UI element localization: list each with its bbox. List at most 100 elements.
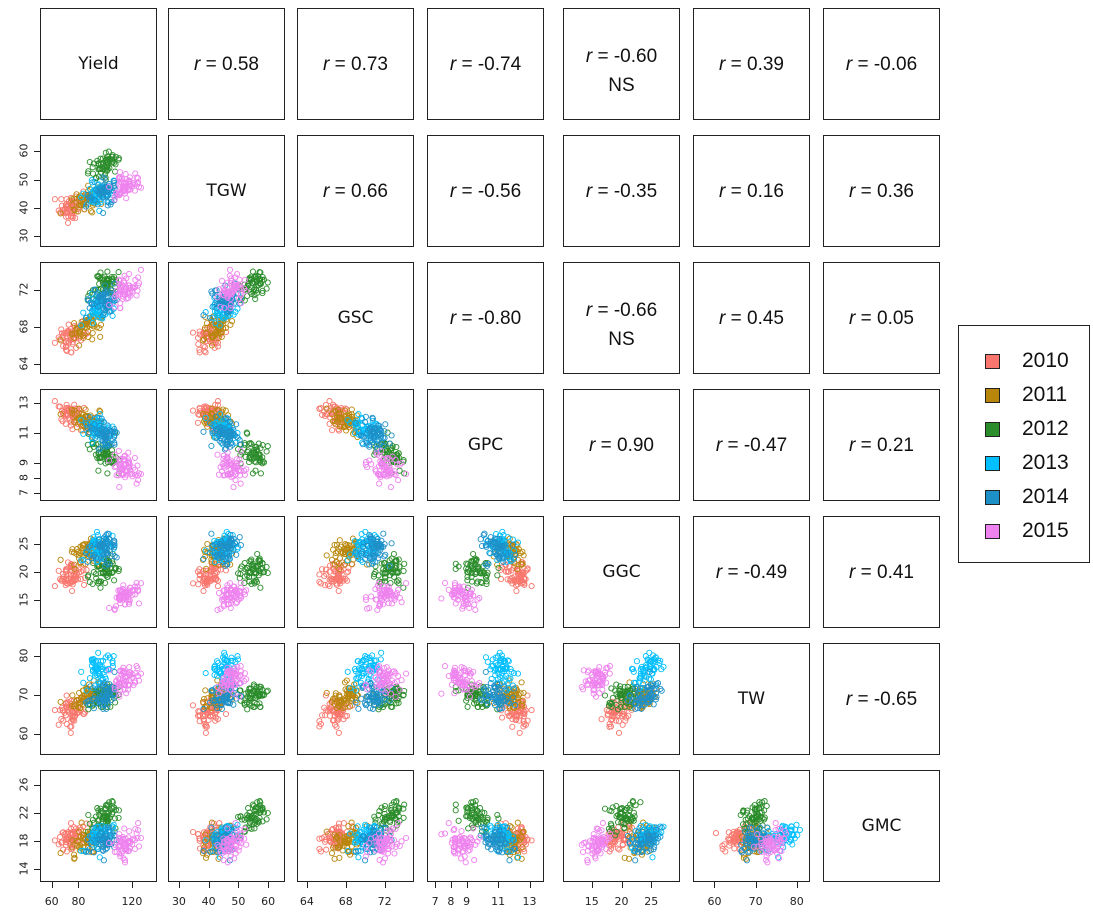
data-point-2014: [226, 541, 233, 548]
data-point-2012: [390, 550, 397, 558]
data-point-2015: [133, 579, 140, 587]
data-point-2010: [60, 574, 67, 581]
data-point-2015: [218, 277, 226, 284]
r-symbol: r: [589, 435, 596, 456]
data-point-2014: [86, 702, 93, 709]
scatter-plot: [189, 649, 271, 736]
data-point-2015: [220, 595, 227, 602]
data-point-2012: [257, 703, 264, 710]
data-point-2011: [57, 411, 64, 418]
data-point-2015: [137, 266, 145, 273]
data-point-2012: [89, 580, 96, 588]
data-point-2014: [103, 300, 110, 307]
data-point-2015: [372, 586, 379, 593]
scatter-plot: [189, 398, 271, 491]
correlation-label: r = 0.90: [564, 435, 679, 457]
data-point-2013: [377, 656, 384, 663]
data-point-2015: [117, 304, 124, 312]
correlation-label: r = -0.35: [564, 181, 679, 203]
data-point-2011: [339, 704, 346, 712]
data-point-2014: [214, 705, 221, 712]
data-point-2014: [376, 441, 383, 448]
data-point-2012: [253, 446, 260, 453]
data-point-2014: [230, 300, 237, 307]
data-point-2015: [122, 468, 130, 475]
data-point-2015: [226, 272, 233, 279]
data-point-2012: [95, 286, 102, 293]
data-point-2015: [237, 593, 245, 600]
data-point-2015: [456, 586, 463, 593]
data-point-2014: [84, 424, 91, 432]
data-point-2014: [102, 282, 109, 289]
data-point-2014: [111, 544, 118, 551]
data-point-2014: [362, 555, 369, 563]
data-point-2013: [351, 666, 358, 673]
data-point-2015: [135, 477, 142, 484]
correlation-value: = 0.58: [200, 54, 259, 75]
data-point-2014: [226, 419, 233, 426]
data-point-2014: [217, 299, 224, 306]
data-point-2011: [333, 698, 341, 705]
data-point-2015: [111, 686, 118, 693]
data-point-2014: [237, 542, 244, 549]
r-symbol: r: [323, 54, 330, 75]
data-point-2015: [121, 686, 128, 693]
data-point-2015: [116, 484, 123, 491]
data-point-2013: [354, 675, 361, 682]
data-point-2011: [494, 561, 501, 568]
data-point-2015: [384, 674, 391, 681]
data-point-2010: [326, 576, 333, 583]
data-point-2015: [241, 467, 248, 474]
data-point-2012: [250, 455, 257, 462]
data-point-2012: [257, 584, 264, 591]
data-point-2012: [248, 273, 255, 280]
data-point-2014: [230, 701, 237, 708]
data-point-2012: [241, 701, 248, 708]
data-point-2014: [102, 436, 109, 443]
data-point-2014: [99, 174, 106, 181]
data-point-2010: [322, 692, 329, 699]
data-point-2015: [227, 305, 234, 312]
data-point-2015: [121, 272, 128, 279]
panel-TW-GPC: [427, 643, 544, 755]
data-point-2015: [129, 671, 136, 678]
data-point-2010: [196, 571, 203, 578]
data-point-2012: [370, 573, 377, 580]
data-point-2010: [222, 710, 230, 718]
r-symbol: r: [585, 46, 593, 67]
data-point-2015: [122, 284, 130, 291]
correlation-value: = 0.41: [855, 562, 914, 583]
data-point-2013: [95, 649, 102, 656]
data-point-2010: [203, 709, 211, 716]
data-point-2011: [203, 411, 210, 418]
data-point-2015: [374, 664, 382, 671]
data-point-2014: [505, 549, 512, 556]
data-point-2014: [98, 296, 105, 303]
data-point-2014: [217, 551, 224, 558]
data-point-2014: [92, 691, 99, 699]
data-point-2015: [119, 674, 126, 681]
data-point-2015: [387, 484, 394, 491]
data-point-2011: [57, 556, 64, 563]
data-point-2012: [393, 443, 400, 451]
data-point-2011: [76, 342, 83, 349]
data-point-2011: [76, 704, 83, 712]
data-point-2011: [199, 698, 206, 705]
data-point-2015: [111, 451, 118, 458]
data-point-2011: [73, 697, 80, 704]
data-point-2015: [241, 678, 248, 685]
data-point-2013: [215, 659, 222, 666]
data-point-2014: [367, 433, 374, 440]
data-point-2015: [134, 462, 141, 469]
data-point-2015: [121, 452, 129, 459]
data-point-2010: [516, 729, 523, 736]
data-point-2010: [330, 717, 337, 724]
data-point-2010: [200, 587, 207, 595]
data-point-2011: [348, 561, 355, 568]
data-point-2013: [344, 668, 351, 675]
panel-GSC-GMC: r = 0.05: [823, 262, 940, 374]
data-point-2010: [345, 568, 352, 575]
data-point-2014: [91, 286, 98, 293]
data-point-2012: [251, 688, 258, 695]
data-point-2015: [472, 606, 479, 613]
